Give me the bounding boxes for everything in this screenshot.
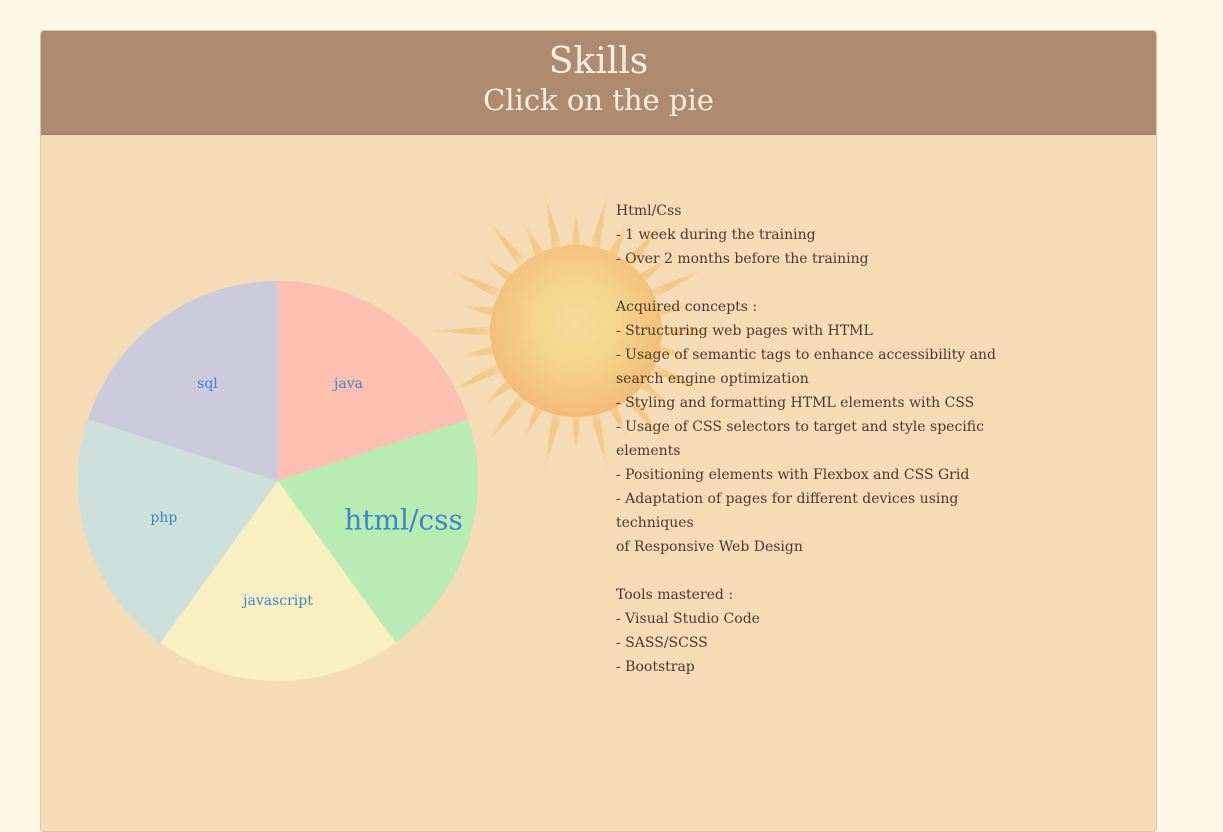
skill-details-line: Tools mastered : bbox=[616, 587, 734, 603]
skills-card: Skills Click on the pie java html/css java… bbox=[40, 30, 1157, 832]
page-subtitle: Click on the pie bbox=[483, 83, 714, 117]
pie-slice-javascript[interactable] bbox=[160, 481, 396, 681]
pie-label-java[interactable]: java bbox=[332, 376, 363, 392]
skill-details-line: - Bootstrap bbox=[616, 659, 695, 675]
skills-pie-chart[interactable]: java html/css javascript php sql bbox=[78, 281, 478, 681]
skill-details-line: - Structuring web pages with HTML bbox=[616, 323, 873, 339]
skill-details-line: - 1 week during the training bbox=[616, 227, 816, 243]
skill-details-line: of Responsive Web Design bbox=[616, 539, 803, 555]
skill-details-line: - Styling and formatting HTML elements w… bbox=[616, 395, 975, 411]
skill-details-line: - Adaptation of pages for different devi… bbox=[616, 491, 959, 531]
pie-svg[interactable]: java html/css javascript php sql bbox=[78, 281, 478, 681]
pie-label-javascript[interactable]: javascript bbox=[241, 593, 313, 609]
pie-slice-java[interactable] bbox=[278, 281, 469, 481]
pie-label-php[interactable]: php bbox=[150, 510, 177, 526]
skill-details-line: Acquired concepts : bbox=[616, 299, 758, 315]
pie-slice-php[interactable] bbox=[78, 419, 278, 643]
skill-details-line bbox=[616, 271, 996, 295]
skill-details-line bbox=[616, 559, 996, 583]
pie-label-html-css[interactable]: html/css bbox=[344, 503, 463, 536]
card-header: Skills Click on the pie bbox=[41, 31, 1156, 135]
skill-details-line: - Visual Studio Code bbox=[616, 611, 760, 627]
skill-details-line: search engine optimization bbox=[616, 371, 809, 387]
skill-details-line: - Usage of CSS selectors to target and s… bbox=[616, 419, 984, 459]
pie-label-sql[interactable]: sql bbox=[197, 376, 218, 392]
skill-details-title: Html/Css bbox=[616, 203, 682, 219]
skill-details-line: - Positioning elements with Flexbox and … bbox=[616, 467, 970, 483]
page-title: Skills bbox=[548, 41, 649, 82]
skill-details-line: - Over 2 months before the training bbox=[616, 251, 869, 267]
skill-details: Html/Css - 1 week during the training - Ov… bbox=[616, 199, 996, 679]
pie-slice-html-css[interactable] bbox=[278, 419, 478, 643]
skill-details-line: - Usage of semantic tags to enhance acce… bbox=[616, 347, 996, 363]
pie-slice-sql[interactable] bbox=[87, 281, 278, 481]
skill-details-line: - SASS/SCSS bbox=[616, 635, 708, 651]
